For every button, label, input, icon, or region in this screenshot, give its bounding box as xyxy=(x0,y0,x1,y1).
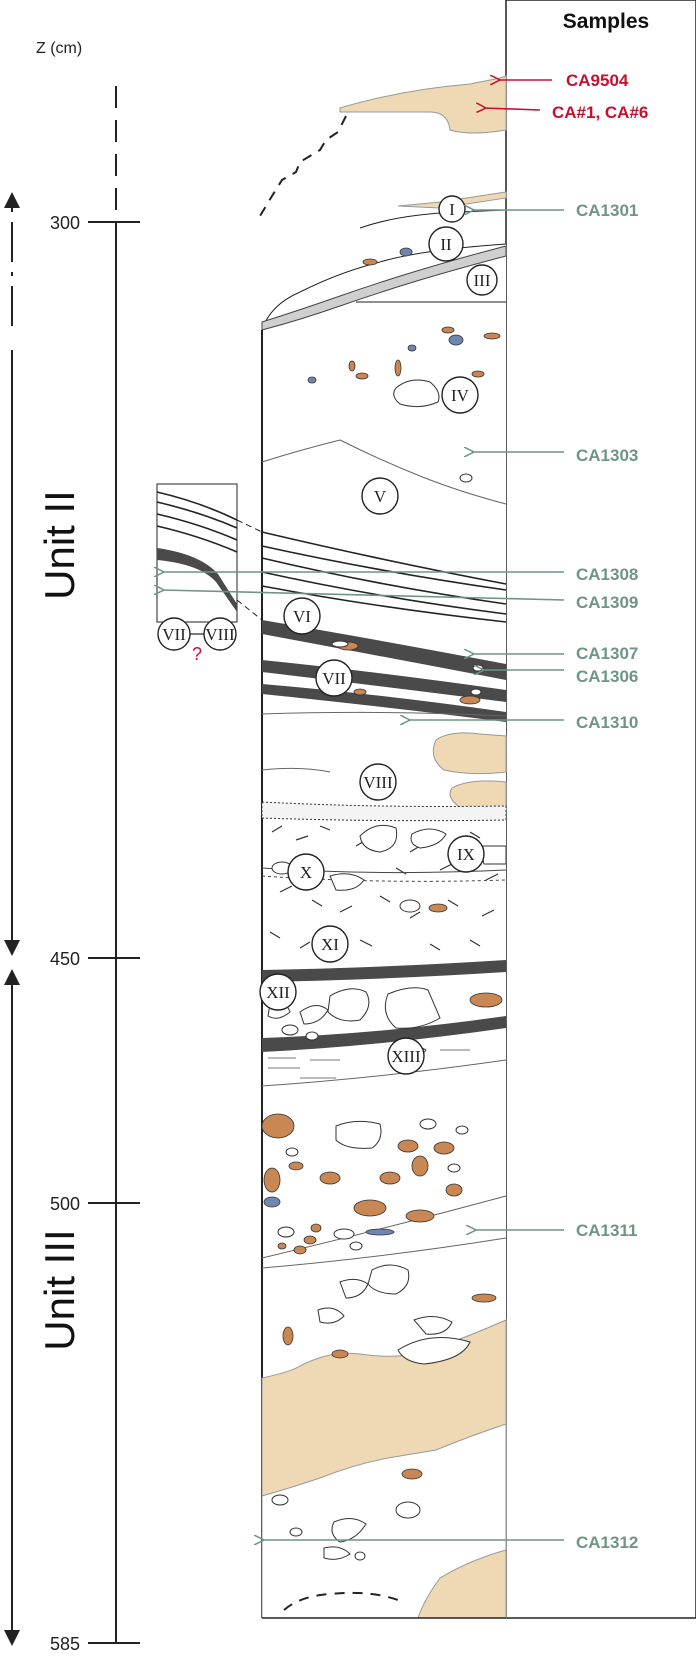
svg-text:IX: IX xyxy=(457,845,475,864)
sample-ca1309: CA1309 xyxy=(162,590,638,612)
unit-iii-bracket xyxy=(4,969,20,1646)
layer-badge-vi: VI xyxy=(283,597,321,635)
svg-text:VIII: VIII xyxy=(363,773,393,792)
svg-text:CA1307: CA1307 xyxy=(576,644,638,663)
tick-label-300: 300 xyxy=(50,213,80,233)
layer-badge-ix: IX xyxy=(447,835,485,873)
layer-badge-v: V xyxy=(361,477,399,515)
sample-ca1301: CA1301 xyxy=(472,201,638,220)
depth-axis: 300 450 500 585 xyxy=(50,86,140,1654)
svg-text:CA1311: CA1311 xyxy=(576,1221,637,1240)
svg-text:VIII: VIII xyxy=(205,625,235,644)
svg-text:XI: XI xyxy=(321,935,339,954)
sample-ca1306: CA1306 xyxy=(482,667,638,686)
svg-text:X: X xyxy=(300,863,312,882)
sample-ca1-ca6: CA#1, CA#6 xyxy=(484,103,648,122)
samples-column xyxy=(505,0,696,1619)
layer-badge-i: I xyxy=(438,195,466,223)
layer-badge-iii: III xyxy=(466,264,498,296)
svg-text:III: III xyxy=(474,271,491,290)
sample-ca1303: CA1303 xyxy=(472,446,638,465)
unit-ii-bracket xyxy=(4,192,20,956)
unit-ii-label: Unit II xyxy=(36,490,83,600)
svg-text:CA#1, CA#6: CA#1, CA#6 xyxy=(552,103,648,122)
svg-text:XIII: XIII xyxy=(391,1047,421,1066)
layer-i-sand xyxy=(397,191,507,209)
section-column xyxy=(261,209,507,1619)
svg-text:XII: XII xyxy=(266,983,290,1002)
top-sand-lens xyxy=(339,75,507,134)
layer-badge-iv: IV xyxy=(441,376,479,414)
svg-text:CA1310: CA1310 xyxy=(576,713,638,732)
inset-layer-vii-badge: VII xyxy=(157,617,191,651)
svg-text:VII: VII xyxy=(162,625,186,644)
clasts xyxy=(261,247,507,1561)
svg-text:I: I xyxy=(449,200,455,219)
svg-text:CA1303: CA1303 xyxy=(576,446,638,465)
inset-box xyxy=(156,483,263,623)
sample-ca1310: CA1310 xyxy=(408,713,638,732)
svg-text:V: V xyxy=(374,487,387,506)
tick-label-585: 585 xyxy=(50,1634,80,1654)
sample-ca1312: CA1312 xyxy=(262,1533,638,1552)
layer-badge-ii: II xyxy=(428,226,464,262)
layer-badge-vii: VII xyxy=(315,659,353,697)
tick-label-450: 450 xyxy=(50,949,80,969)
eroded-profile xyxy=(259,115,347,217)
svg-text:IV: IV xyxy=(451,386,470,405)
svg-text:VII: VII xyxy=(322,669,346,688)
z-axis-label: Z (cm) xyxy=(36,40,82,57)
sample-ca1307: CA1307 xyxy=(472,644,638,663)
unit-iii-label: Unit III xyxy=(36,1229,83,1350)
uncertain-mark: ? xyxy=(192,644,202,664)
svg-text:CA1301: CA1301 xyxy=(576,201,638,220)
tick-label-500: 500 xyxy=(50,1194,80,1214)
layer-badge-x: X xyxy=(287,853,325,891)
layer-badge-xi: XI xyxy=(311,925,349,963)
svg-text:CA1306: CA1306 xyxy=(576,667,638,686)
svg-text:CA1312: CA1312 xyxy=(576,1533,638,1552)
layer-badge-xii: XII xyxy=(259,973,297,1011)
sample-ca1308: CA1308 xyxy=(162,565,638,584)
svg-text:CA1308: CA1308 xyxy=(576,565,638,584)
layer-badge-xiii: XIII xyxy=(387,1037,425,1075)
inset-layer-viii-badge: VIII xyxy=(203,617,237,651)
svg-text:II: II xyxy=(440,235,452,254)
svg-text:CA1309: CA1309 xyxy=(576,593,638,612)
svg-text:VI: VI xyxy=(293,607,311,626)
svg-text:CA9504: CA9504 xyxy=(566,71,629,90)
layer-badge-viii: VIII xyxy=(359,763,397,801)
samples-title: Samples xyxy=(563,10,649,33)
sample-ca9504: CA9504 xyxy=(498,71,629,90)
sample-ca1311: CA1311 xyxy=(474,1221,637,1240)
